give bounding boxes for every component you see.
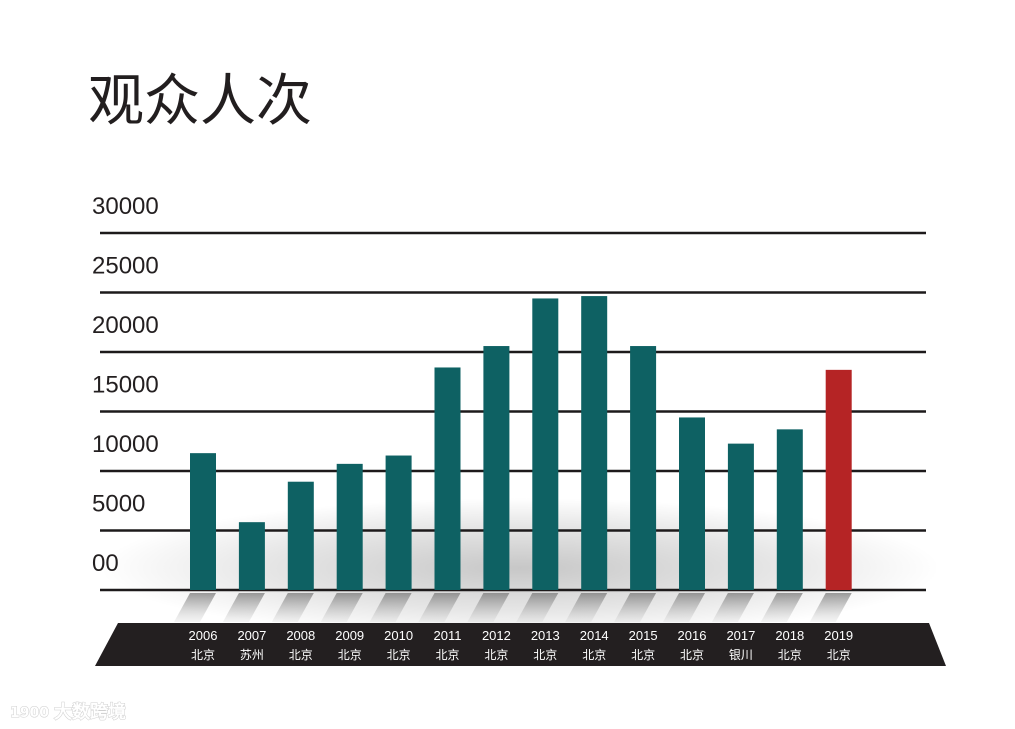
bar	[679, 417, 705, 590]
x-tick-year: 2014	[580, 628, 609, 643]
watermark-text: 大数跨境	[54, 701, 126, 723]
x-tick-location: 北京	[191, 648, 215, 662]
x-tick-location: 北京	[680, 648, 704, 662]
x-tick-year: 2016	[678, 628, 707, 643]
bar	[532, 298, 559, 590]
bar	[190, 453, 216, 590]
x-tick-location: 北京	[582, 648, 606, 662]
y-tick-label: 20000	[92, 312, 159, 339]
x-tick-year: 2018	[775, 628, 804, 643]
bar-reflection	[711, 593, 754, 622]
bar	[630, 346, 657, 590]
bar-reflection	[516, 593, 559, 622]
x-tick-year: 2019	[824, 628, 853, 643]
bar	[483, 346, 510, 590]
bar	[336, 463, 363, 590]
bars	[190, 296, 852, 590]
x-tick-location: 银川	[729, 648, 753, 662]
bar	[825, 369, 852, 590]
bar	[581, 296, 608, 590]
bar	[727, 443, 754, 590]
x-tick-location: 北京	[289, 648, 313, 662]
bar-reflection	[565, 593, 608, 622]
y-tick-label: 10000	[92, 431, 159, 458]
bar	[776, 429, 803, 590]
watermark: 1900 大数跨境	[10, 701, 127, 724]
x-axis-labels: 2006 北京 2007 苏州 2008 北京 2009 北京 2010 北京 2011 北京 2012…	[189, 628, 854, 662]
bar-reflections	[174, 593, 852, 622]
x-tick-location: 北京	[484, 648, 508, 662]
y-tick-label: 25000	[92, 253, 159, 280]
x-tick-year: 2012	[482, 628, 511, 643]
x-tick-year: 2006	[189, 628, 218, 643]
chart-title: 观众人次	[88, 69, 312, 134]
bar-reflection	[418, 593, 461, 622]
x-tick-location: 北京	[631, 648, 655, 662]
x-tick-location: 苏州	[240, 648, 264, 662]
x-tick-year: 2017	[726, 628, 755, 643]
bar	[385, 455, 412, 590]
bar	[434, 367, 461, 590]
x-tick-year: 2010	[384, 628, 413, 643]
bar-reflection	[760, 593, 803, 622]
y-tick-label: 5000	[92, 491, 145, 518]
x-tick-year: 2015	[629, 628, 658, 643]
bar-reflection	[320, 593, 363, 622]
bar-reflection	[222, 593, 265, 622]
x-tick-year: 2011	[434, 628, 462, 643]
bar-reflection	[467, 593, 510, 622]
x-tick-year: 2007	[237, 628, 266, 643]
y-tick-label: 00	[92, 550, 119, 577]
x-tick-location: 北京	[533, 648, 557, 662]
x-tick-year: 2013	[531, 628, 560, 643]
bar-reflection	[809, 593, 852, 622]
x-tick-location: 北京	[827, 648, 851, 662]
bar-reflection	[663, 593, 705, 622]
x-tick-location: 北京	[435, 648, 459, 662]
bar-reflection	[271, 593, 314, 622]
y-axis-ticks: 00 5000 10000 15000 20000 25000 30000	[92, 193, 159, 577]
x-tick-year: 2009	[335, 628, 364, 643]
x-tick-location: 北京	[778, 648, 802, 662]
bar	[238, 522, 265, 590]
x-tick-year: 2008	[286, 628, 315, 643]
bar-reflection	[614, 593, 657, 622]
bar-reflection	[369, 593, 412, 622]
y-tick-label: 30000	[92, 193, 159, 220]
x-axis-band	[95, 623, 946, 666]
bar-reflection	[174, 593, 216, 622]
watermark-logo: 1900	[10, 705, 49, 721]
x-tick-location: 北京	[387, 648, 411, 662]
y-tick-label: 15000	[92, 372, 159, 399]
bar	[287, 481, 314, 590]
x-tick-location: 北京	[338, 648, 362, 662]
